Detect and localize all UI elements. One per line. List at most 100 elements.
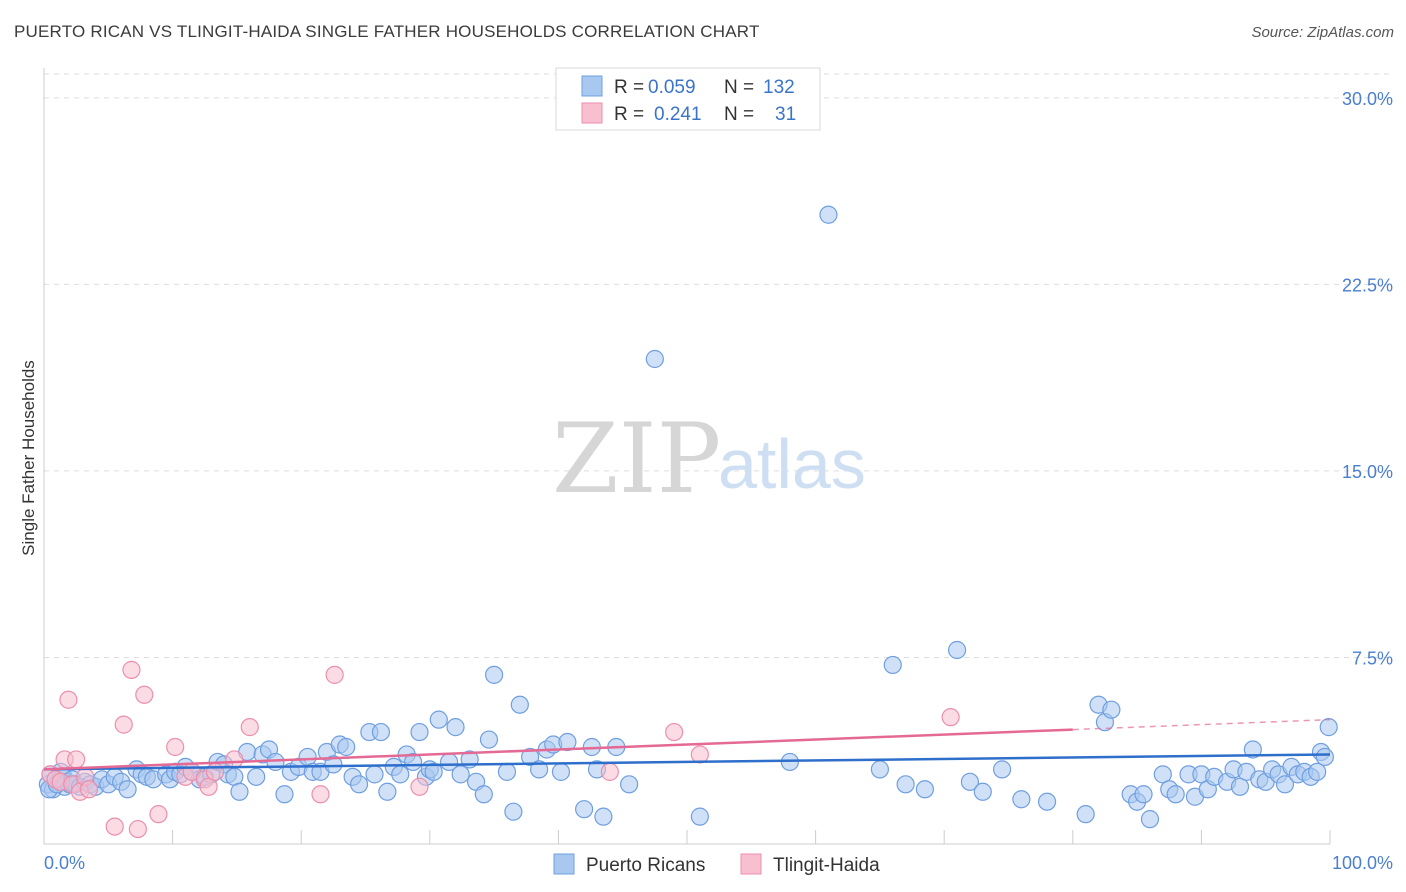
puerto-rican-point [620,775,639,794]
puerto-rican-point [485,665,504,684]
puerto-rican-point [429,710,448,729]
correlation-legend: R = 0.059 N = 132 R = 0.241 N = 31 [555,67,821,131]
puerto-rican-point [1037,792,1057,811]
tlingit-haida-point [225,750,244,769]
legend-swatch-pink [581,102,603,124]
puerto-rican-point [497,762,517,781]
puerto-rican-point [973,782,992,801]
puerto-rican-point [446,718,465,737]
x-tick-label-min: 0.0% [44,853,85,873]
x-tick-labels: 0.0% 100.0% [44,853,1393,873]
puerto-rican-point [1308,762,1327,781]
puerto-rican-point [1243,740,1262,759]
puerto-rican-point [1319,718,1338,737]
y-tick-labels: 7.5% 15.0% 22.5% 30.0% [1342,89,1393,669]
legend-n-value-2: 31 [775,104,796,125]
puerto-rican-point [474,785,493,804]
trend-line-tlingit-haida [43,728,1073,771]
legend-r-label-2: R = [614,104,644,125]
bottom-legend-label-puerto-ricans: Puerto Ricans [586,855,705,876]
legend-r-value-2: 0.241 [654,104,702,125]
puerto-rican-point [992,760,1012,779]
bottom-legend-label-tlingit-haida: Tlingit-Haida [773,855,880,876]
trend-line-tlingit-haida-extension [1072,718,1331,731]
puerto-rican-point [1315,747,1334,767]
series-puerto-ricans [38,205,1338,829]
tlingit-haida-point [79,780,99,799]
tlingit-haida-point [941,708,960,727]
tlingit-haida-point [135,685,154,704]
y-axis-label: Single Father Households [19,360,38,556]
tlingit-haida-point [59,690,78,709]
watermark: ZIP atlas [552,403,866,515]
y-tick-label-1: 15.0% [1342,462,1393,482]
y-tick-label-3: 30.0% [1342,89,1393,109]
puerto-rican-point [391,765,410,784]
puerto-rican-point [645,349,664,369]
series-tlingit-haida [41,660,960,839]
legend-r-value-1: 0.059 [648,77,696,98]
puerto-rican-point [230,782,249,801]
tlingit-haida-point [410,777,429,796]
y-tick-label-2: 22.5% [1342,275,1393,295]
puerto-rican-point [896,775,915,794]
puerto-rican-point [410,722,429,742]
puerto-rican-point [247,767,266,786]
tlingit-haida-point [149,805,168,824]
watermark-zip: ZIP [552,403,721,515]
puerto-rican-point [594,807,613,826]
tlingit-haida-point [665,722,684,742]
puerto-rican-point [424,762,443,781]
tlingit-haida-point [311,785,330,804]
tlingit-haida-point [67,750,86,769]
trend-lines [43,718,1331,771]
watermark-atlas: atlas [718,425,866,503]
puerto-rican-point [575,800,594,819]
puerto-rican-point [349,775,369,794]
puerto-rican-point [510,695,529,714]
tlingit-haida-point [105,817,124,836]
puerto-rican-point [275,785,294,804]
puerto-rican-point [1076,805,1095,824]
puerto-rican-point [551,762,571,781]
puerto-rican-point [1140,810,1160,829]
bottom-legend-swatch-pink [740,853,762,875]
tlingit-haida-point [166,737,185,757]
puerto-rican-point [378,782,397,801]
puerto-rican-point [521,747,540,767]
chart-title: PUERTO RICAN VS TLINGIT-HAIDA SINGLE FAT… [14,22,760,41]
tlingit-haida-point [240,718,259,737]
puerto-rican-point [479,730,499,749]
puerto-rican-point [324,755,343,774]
tlingit-haida-point [114,715,133,734]
puerto-rican-point [1102,700,1121,719]
tlingit-haida-point [205,762,225,781]
tlingit-haida-point [325,665,344,684]
legend-swatch-blue [581,75,603,97]
trend-line-puerto-ricans [43,753,1331,771]
bottom-legend-swatch-blue [553,853,575,875]
source-label: Source: ZipAtlas.com [1251,24,1394,41]
tlingit-haida-point [128,819,147,839]
puerto-rican-point [1166,785,1185,804]
y-tick-label-0: 7.5% [1352,648,1393,668]
puerto-rican-point [819,205,838,224]
puerto-rican-point [883,655,902,675]
puerto-rican-point [690,807,709,826]
puerto-rican-point [371,722,391,742]
puerto-rican-point [365,765,384,784]
puerto-rican-point [337,737,356,757]
axes [43,68,1331,845]
puerto-rican-point [504,802,523,821]
puerto-rican-point [915,780,935,799]
gridlines [44,73,1392,658]
puerto-rican-point [947,640,967,660]
puerto-rican-point [451,765,470,784]
legend-r-label-1: R = [614,77,644,98]
puerto-rican-point [960,772,980,791]
puerto-rican-point [1275,775,1295,794]
puerto-rican-point [1134,785,1153,804]
x-tick-label-max: 100.0% [1332,853,1393,873]
tlingit-haida-point [690,745,709,764]
